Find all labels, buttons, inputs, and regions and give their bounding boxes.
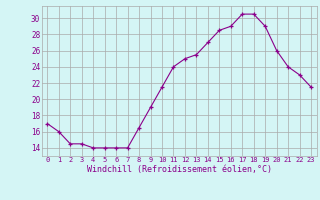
X-axis label: Windchill (Refroidissement éolien,°C): Windchill (Refroidissement éolien,°C) [87,165,272,174]
